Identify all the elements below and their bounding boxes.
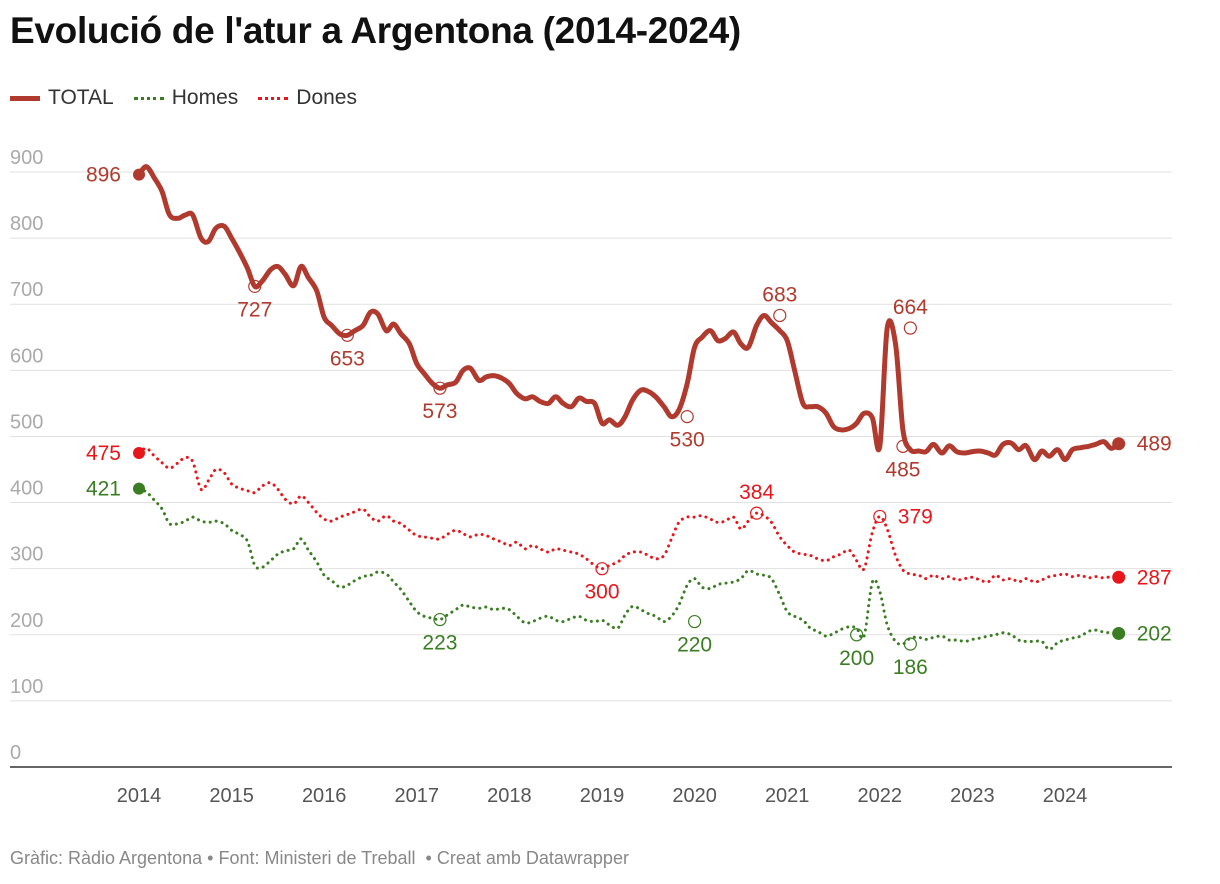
data-label-dones: 384 xyxy=(739,481,774,504)
y-tick-label: 600 xyxy=(10,345,43,367)
footer: Gràfic: Ràdio Argentona • Font: Minister… xyxy=(10,848,629,869)
start-point-total xyxy=(133,168,145,181)
footer-tool: Creat amb Datawrapper xyxy=(436,848,629,868)
x-tick-label: 2017 xyxy=(395,785,440,807)
highlight-marker-homes xyxy=(850,628,864,642)
series-line-dones xyxy=(137,446,1121,584)
data-label-total: 485 xyxy=(885,458,920,481)
y-tick-label: 0 xyxy=(10,742,21,764)
highlight-marker-total xyxy=(896,439,910,453)
data-label-dones: 379 xyxy=(898,505,933,528)
data-label-total: 573 xyxy=(422,400,457,423)
line-chart: 0 100 200 300 400 500 600 700 800 900 2014 2015 2016… xyxy=(10,147,1172,807)
y-tick-label: 300 xyxy=(10,544,43,566)
legend-item-dones: Dones xyxy=(258,86,357,110)
highlight-marker-total xyxy=(903,321,917,335)
legend-label-dones: Dones xyxy=(296,86,357,109)
x-tick-label: 2020 xyxy=(672,785,717,807)
x-tick-label: 2014 xyxy=(117,785,162,807)
start-label-total: 896 xyxy=(86,164,121,187)
highlight-marker-homes xyxy=(433,612,447,627)
y-tick-label: 800 xyxy=(10,213,43,235)
x-tick-label: 2015 xyxy=(209,785,254,807)
y-tick-label: 200 xyxy=(10,610,43,632)
start-point-homes xyxy=(133,482,145,495)
x-tick-label: 2016 xyxy=(302,785,347,807)
start-label-homes: 421 xyxy=(86,478,121,501)
highlight-marker-dones xyxy=(750,506,764,520)
end-label-total: 489 xyxy=(1137,433,1172,456)
legend-item-homes: Homes xyxy=(133,86,239,110)
y-tick-label: 400 xyxy=(10,478,43,500)
series-line-homes xyxy=(137,487,1121,651)
x-tick-label: 2019 xyxy=(580,785,625,807)
highlight-marker-total xyxy=(340,328,354,342)
data-label-homes: 223 xyxy=(422,632,457,655)
highlight-marker-dones xyxy=(595,562,609,576)
legend-label-total: TOTAL xyxy=(48,86,114,109)
data-label-homes: 186 xyxy=(893,656,928,679)
x-tick-label: 2018 xyxy=(487,785,532,807)
footer-credit: Gràfic: Ràdio Argentona xyxy=(10,848,203,868)
highlight-marker-total xyxy=(680,410,694,424)
legend-swatch-total xyxy=(10,95,40,101)
end-point-total xyxy=(1112,437,1126,451)
highlight-marker-total xyxy=(248,279,262,293)
x-tick-label: 2024 xyxy=(1043,785,1088,807)
data-label-dones: 300 xyxy=(584,581,619,604)
end-label-homes: 202 xyxy=(1137,622,1172,645)
y-tick-label: 700 xyxy=(10,279,43,301)
y-tick-label: 500 xyxy=(10,411,43,433)
legend-label-homes: Homes xyxy=(171,86,239,109)
x-tick-label: 2021 xyxy=(765,785,810,807)
y-tick-label: 900 xyxy=(10,147,43,169)
footer-source: Font: Ministeri de Treball xyxy=(218,848,416,868)
end-point-dones xyxy=(1112,570,1126,584)
x-tick-label: 2023 xyxy=(950,785,995,807)
highlight-marker-homes xyxy=(687,614,702,629)
data-label-total: 664 xyxy=(893,296,928,319)
end-point-homes xyxy=(1112,626,1126,640)
data-label-total: 727 xyxy=(237,298,272,321)
start-label-dones: 475 xyxy=(86,442,121,465)
data-label-homes: 220 xyxy=(677,634,712,657)
highlight-marker-total xyxy=(433,381,447,395)
end-label-dones: 287 xyxy=(1137,566,1172,589)
legend-swatch-homes xyxy=(133,96,164,100)
y-tick-label: 100 xyxy=(10,676,43,698)
highlight-marker-total xyxy=(773,308,787,323)
data-label-total: 653 xyxy=(330,347,365,370)
data-label-total: 530 xyxy=(670,429,705,452)
start-point-dones xyxy=(133,446,145,459)
series-line-total xyxy=(136,164,1122,463)
footer-sep-1: • xyxy=(207,848,219,868)
chart-title: Evolució de l'atur a Argentona (2014-202… xyxy=(10,10,741,51)
highlight-marker-dones xyxy=(873,509,887,524)
data-label-total: 683 xyxy=(762,283,797,306)
footer-sep-2: • xyxy=(420,848,437,868)
data-label-homes: 200 xyxy=(839,647,874,670)
highlight-marker-homes xyxy=(903,637,917,651)
legend-item-total: TOTAL xyxy=(10,86,114,110)
x-tick-label: 2022 xyxy=(858,785,903,807)
legend-swatch-dones xyxy=(258,96,289,100)
legend: TOTAL Homes Dones xyxy=(10,86,357,110)
